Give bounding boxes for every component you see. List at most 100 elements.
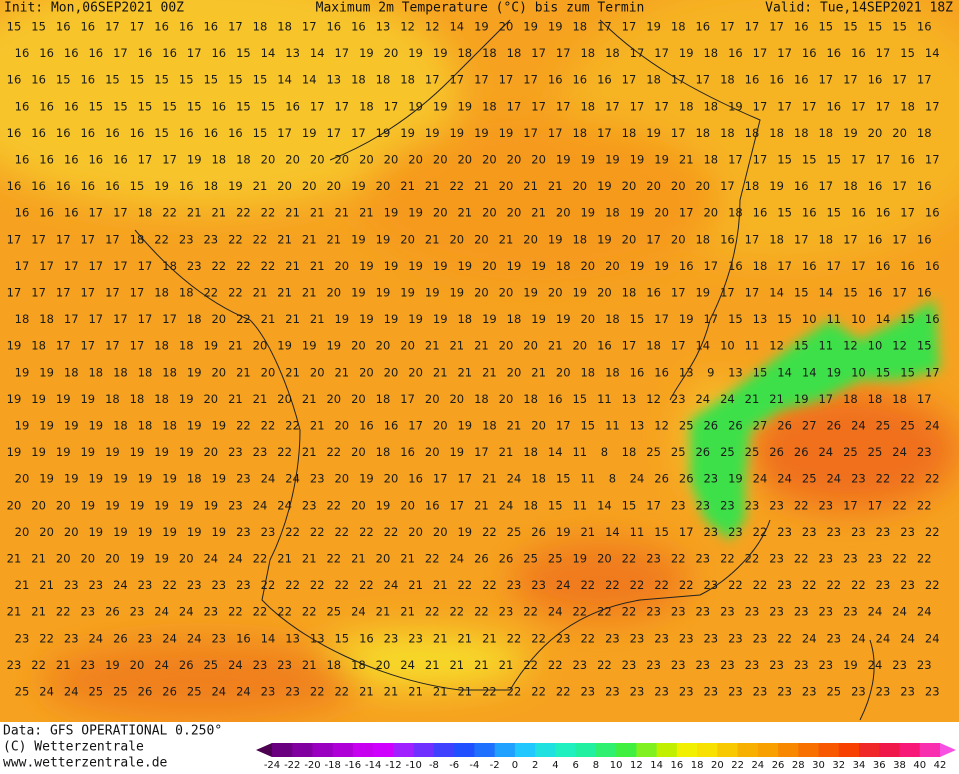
temperature-value: 20 bbox=[572, 179, 587, 193]
temperature-value: 22 bbox=[802, 578, 817, 592]
temperature-value: 19 bbox=[499, 126, 514, 140]
temperature-value: 15 bbox=[138, 99, 153, 113]
temperature-value: 21 bbox=[482, 631, 497, 645]
temperature-value: 17 bbox=[88, 312, 103, 326]
temperature-value: 22 bbox=[580, 578, 595, 592]
temperature-value: 22 bbox=[720, 552, 735, 566]
temperature-value: 24 bbox=[211, 685, 226, 699]
temperature-value: 23 bbox=[138, 631, 153, 645]
temperature-value: 21 bbox=[236, 365, 251, 379]
temperature-value: 20 bbox=[433, 419, 448, 433]
temperature-value: 23 bbox=[654, 685, 669, 699]
temperature-value: 16 bbox=[88, 46, 103, 60]
temperature-value: 23 bbox=[507, 578, 522, 592]
temperature-value: 21 bbox=[302, 658, 317, 672]
temperature-value: 19 bbox=[376, 126, 391, 140]
temperature-value: 22 bbox=[261, 259, 276, 273]
temperature-value: 26 bbox=[769, 445, 784, 459]
temperature-value: 19 bbox=[580, 153, 595, 167]
temperature-value: 19 bbox=[187, 419, 202, 433]
temperature-value: 17 bbox=[334, 46, 349, 60]
colorbar-label: 2 bbox=[532, 760, 538, 770]
temperature-value: 18 bbox=[64, 365, 79, 379]
temperature-value: 19 bbox=[523, 20, 538, 34]
temperature-value: 24 bbox=[236, 685, 251, 699]
colorbar-label: -22 bbox=[284, 760, 300, 770]
temperature-value: 17 bbox=[654, 312, 669, 326]
temperature-value: 21 bbox=[302, 232, 317, 246]
temperature-value: 17 bbox=[679, 206, 694, 220]
temperature-value: 23 bbox=[253, 445, 268, 459]
temperature-value: 22 bbox=[630, 578, 645, 592]
map-background bbox=[0, 0, 959, 722]
temperature-value: 16 bbox=[794, 73, 809, 87]
temperature-value: 15 bbox=[917, 339, 932, 353]
temperature-value: 21 bbox=[277, 232, 292, 246]
temperature-value: 26 bbox=[162, 685, 177, 699]
colorbar-segment bbox=[859, 743, 880, 757]
temperature-value: 16 bbox=[425, 498, 440, 512]
temperature-value: 13 bbox=[285, 46, 300, 60]
temperature-value: 26 bbox=[113, 631, 128, 645]
temperature-value: 26 bbox=[777, 419, 792, 433]
colorbar-label: -6 bbox=[449, 760, 459, 770]
temperature-value: 20 bbox=[376, 339, 391, 353]
colorbar-label: 20 bbox=[711, 760, 724, 770]
temperature-value: 23 bbox=[531, 578, 546, 592]
temperature-value: 19 bbox=[31, 445, 46, 459]
temperature-value: 16 bbox=[400, 445, 415, 459]
temperature-value: 19 bbox=[408, 259, 423, 273]
temperature-value: 18 bbox=[753, 259, 768, 273]
temperature-value: 16 bbox=[56, 179, 71, 193]
temperature-value: 19 bbox=[187, 525, 202, 539]
temperature-value: 15 bbox=[7, 20, 22, 34]
temperature-value: 17 bbox=[277, 126, 292, 140]
temperature-value: 16 bbox=[851, 206, 866, 220]
temperature-value: 19 bbox=[654, 259, 669, 273]
temperature-value: 18 bbox=[162, 259, 177, 273]
temperature-value: 18 bbox=[162, 365, 177, 379]
temperature-value: 19 bbox=[531, 312, 546, 326]
temperature-value: 23 bbox=[671, 605, 686, 619]
temperature-value: 18 bbox=[892, 392, 907, 406]
temperature-value: 21 bbox=[15, 578, 30, 592]
temperature-value: 23 bbox=[876, 525, 891, 539]
temperature-value: 18 bbox=[917, 126, 932, 140]
colorbar-segment bbox=[555, 743, 577, 757]
temperature-value: 22 bbox=[39, 631, 54, 645]
temperature-value: 16 bbox=[130, 126, 145, 140]
temperature-value: 25 bbox=[326, 605, 341, 619]
temperature-value: 16 bbox=[80, 20, 95, 34]
temperature-value: 24 bbox=[154, 605, 169, 619]
temperature-value: 19 bbox=[154, 552, 169, 566]
colorbar-label: 30 bbox=[812, 760, 825, 770]
temperature-value: 20 bbox=[523, 339, 538, 353]
temperature-value: 16 bbox=[15, 153, 30, 167]
temperature-value: 20 bbox=[671, 179, 686, 193]
temperature-value: 21 bbox=[277, 286, 292, 300]
temperature-value: 19 bbox=[408, 99, 423, 113]
temperature-value: 20 bbox=[646, 179, 661, 193]
temperature-value: 15 bbox=[826, 153, 841, 167]
temperature-value: 12 bbox=[892, 339, 907, 353]
temperature-value: 19 bbox=[64, 472, 79, 486]
temperature-value: 23 bbox=[7, 658, 22, 672]
temperature-value: 17 bbox=[31, 286, 46, 300]
temperature-value: 18 bbox=[671, 20, 686, 34]
temperature-value: 21 bbox=[474, 179, 489, 193]
temperature-value: 18 bbox=[138, 419, 153, 433]
temperature-value: 17 bbox=[449, 73, 464, 87]
temperature-value: 23 bbox=[728, 631, 743, 645]
temperature-value: 19 bbox=[679, 46, 694, 60]
temperature-value: 22 bbox=[56, 605, 71, 619]
temperature-value: 18 bbox=[679, 99, 694, 113]
temperature-value: 21 bbox=[474, 658, 489, 672]
temperature-value: 23 bbox=[876, 578, 891, 592]
temperature-value: 22 bbox=[580, 631, 595, 645]
temperature-value: 18 bbox=[646, 339, 661, 353]
temperature-value: 22 bbox=[917, 552, 932, 566]
temperature-value: 18 bbox=[720, 73, 735, 87]
temperature-value: 18 bbox=[376, 73, 391, 87]
temperature-value: 16 bbox=[917, 232, 932, 246]
temperature-value: 26 bbox=[499, 552, 514, 566]
